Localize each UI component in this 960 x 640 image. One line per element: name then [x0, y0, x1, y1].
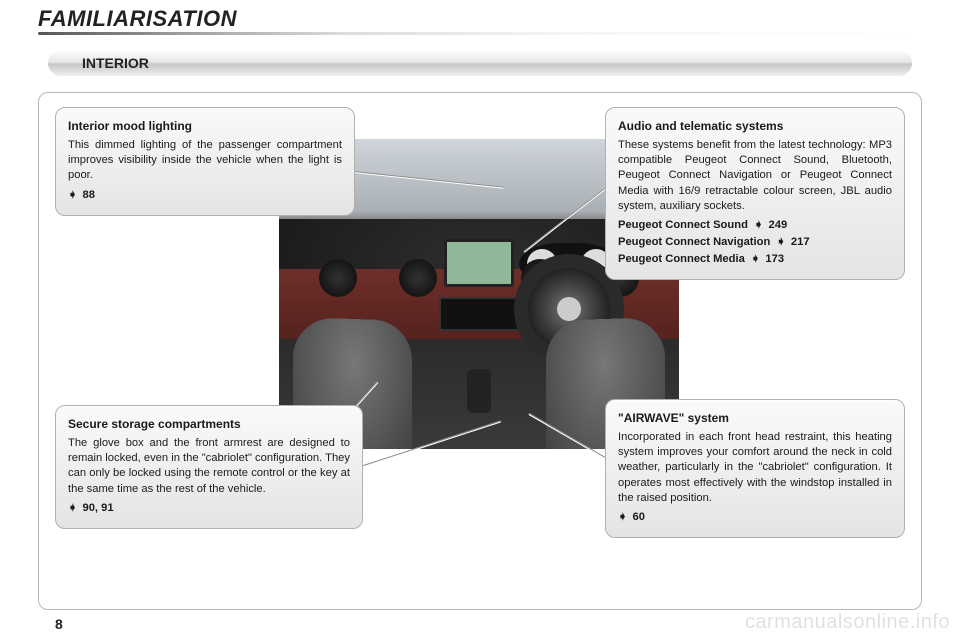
chapter-rule [38, 32, 920, 35]
page-ref: ➧ 90, 91 [68, 501, 350, 516]
section-bar: INTERIOR [48, 50, 912, 76]
callout-title: Secure storage compartments [68, 416, 350, 432]
page-ref: ➧ 60 [618, 510, 892, 525]
callout-audio-telematic: Audio and telematic systems These system… [605, 107, 905, 280]
ref-page: 217 [791, 236, 810, 248]
ref-arrow-icon: ➧ [68, 502, 76, 514]
ref-arrow-icon: ➧ [751, 253, 759, 265]
callout-title: Audio and telematic systems [618, 118, 892, 134]
ref-page: 249 [769, 219, 788, 231]
chapter-title: FAMILIARISATION [38, 6, 237, 32]
page-ref: Peugeot Connect Navigation ➧ 217 [618, 235, 892, 250]
callout-body: The glove box and the front armrest are … [68, 436, 350, 496]
ref-arrow-icon: ➧ [776, 236, 784, 248]
content-frame: Interior mood lighting This dimmed light… [38, 92, 922, 610]
section-title: INTERIOR [82, 55, 149, 71]
ref-label: Peugeot Connect Sound [618, 219, 748, 231]
ref-page: 173 [765, 253, 784, 265]
callout-mood-lighting: Interior mood lighting This dimmed light… [55, 107, 355, 216]
page-ref: ➧ 88 [68, 188, 342, 203]
page-ref: Peugeot Connect Sound ➧ 249 [618, 218, 892, 233]
callout-title: "AIRWAVE" system [618, 410, 892, 426]
ref-label: Peugeot Connect Media [618, 253, 745, 265]
page-ref: Peugeot Connect Media ➧ 173 [618, 252, 892, 267]
ref-arrow-icon: ➧ [618, 511, 626, 523]
callout-secure-storage: Secure storage compartments The glove bo… [55, 405, 363, 529]
ref-page: 88 [82, 189, 94, 201]
watermark: carmanualsonline.info [745, 611, 950, 634]
ref-page: 60 [632, 511, 644, 523]
callout-body: These systems benefit from the latest te… [618, 138, 892, 214]
callout-body: This dimmed lighting of the passenger co… [68, 138, 342, 183]
page-number: 8 [55, 616, 63, 632]
ref-arrow-icon: ➧ [68, 189, 76, 201]
ref-page: 90, 91 [82, 502, 113, 514]
ref-label: Peugeot Connect Navigation [618, 236, 770, 248]
ref-arrow-icon: ➧ [754, 219, 762, 231]
callout-airwave: "AIRWAVE" system Incorporated in each fr… [605, 399, 905, 538]
callout-title: Interior mood lighting [68, 118, 342, 134]
callout-body: Incorporated in each front head restrain… [618, 430, 892, 506]
